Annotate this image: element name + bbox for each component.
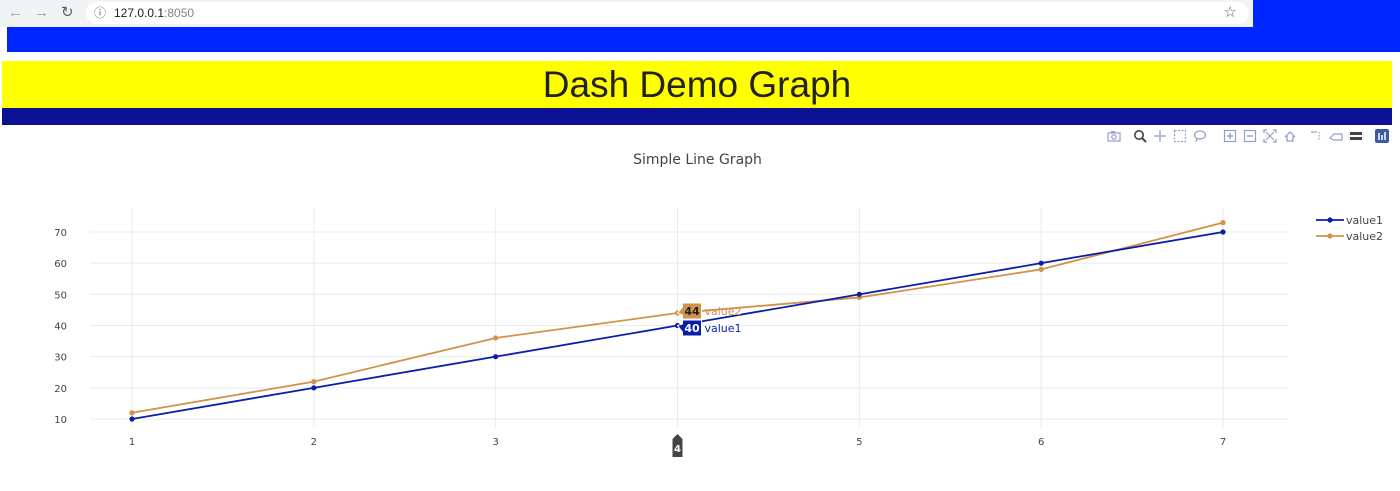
title-banner: Dash Demo Graph	[2, 61, 1392, 108]
autoscale-icon[interactable]	[1263, 129, 1277, 143]
zoom-in-icon[interactable]	[1223, 129, 1237, 143]
address-bar[interactable]: ⓘ 127.0.0.1:8050 ☆	[86, 2, 1249, 24]
hover-value: 40	[684, 322, 700, 335]
hover-compare-icon[interactable]	[1349, 129, 1363, 143]
x-tick-label: 1	[129, 437, 135, 448]
hover-series-name: value1	[705, 322, 742, 335]
x-tick-label: 3	[492, 437, 498, 448]
blue-top-bar	[7, 27, 1400, 52]
legend-label: value1	[1346, 214, 1383, 227]
reset-axes-icon[interactable]	[1283, 129, 1297, 143]
chart-title: Simple Line Graph	[633, 152, 762, 168]
data-point-value2[interactable]	[129, 410, 135, 416]
star-icon[interactable]: ☆	[1223, 4, 1237, 21]
y-tick-label: 30	[54, 353, 67, 364]
box-select-icon[interactable]	[1173, 129, 1187, 143]
site-info-icon[interactable]: ⓘ	[94, 6, 107, 20]
lasso-select-icon[interactable]	[1193, 129, 1207, 143]
hover-closest-icon[interactable]	[1329, 129, 1343, 143]
x-tick-label: 7	[1220, 437, 1226, 448]
camera-icon[interactable]	[1107, 129, 1121, 143]
data-point-value2[interactable]	[493, 335, 499, 341]
hover-labels: 44 value2 40 value1 4	[672, 302, 742, 457]
data-point-value1[interactable]	[856, 291, 862, 297]
x-tick-label: 6	[1038, 437, 1044, 448]
hover-label-value2: 44 value2	[676, 302, 742, 320]
data-point-value2[interactable]	[1220, 220, 1226, 226]
forward-arrow-icon[interactable]: →	[34, 4, 49, 21]
zoom-icon[interactable]	[1133, 129, 1147, 143]
plotly-logo-icon[interactable]	[1375, 129, 1389, 143]
y-tick-label: 70	[54, 228, 67, 239]
chart-legend: value1 value2	[1316, 214, 1383, 243]
data-point-value1[interactable]	[129, 416, 135, 422]
y-tick-label: 40	[54, 322, 67, 333]
hover-series-name: value2	[705, 305, 742, 318]
y-tick-label: 20	[54, 384, 67, 395]
data-point-value2[interactable]	[311, 379, 317, 385]
data-point-value1[interactable]	[1220, 229, 1226, 235]
zoom-out-icon[interactable]	[1243, 129, 1257, 143]
data-point-value2[interactable]	[1038, 266, 1044, 272]
pan-icon[interactable]	[1153, 129, 1167, 143]
y-axis-ticks: 10 20 30 40 50 60 70	[54, 228, 67, 426]
navy-divider-bar	[2, 108, 1392, 125]
y-tick-label: 50	[54, 290, 67, 301]
hover-x-value: 4	[674, 444, 681, 455]
x-tick-label: 2	[311, 437, 317, 448]
hover-label-value1: 40 value1	[676, 319, 742, 337]
legend-item-value2[interactable]: value2	[1316, 230, 1383, 243]
back-arrow-icon[interactable]: ←	[8, 4, 23, 21]
hover-x-label: 4	[672, 434, 683, 457]
page-title: Dash Demo Graph	[542, 64, 852, 105]
legend-label: value2	[1346, 230, 1383, 243]
data-point-value1[interactable]	[493, 354, 499, 360]
data-point-value1[interactable]	[1038, 260, 1044, 266]
browser-toolbar: ← → ↻ ⓘ 127.0.0.1:8050 ☆	[0, 0, 1253, 27]
reload-icon[interactable]: ↻	[61, 4, 74, 21]
url-text: 127.0.0.1:8050	[114, 6, 195, 20]
y-tick-label: 10	[54, 415, 67, 426]
spike-lines-icon[interactable]	[1309, 129, 1323, 143]
hover-value: 44	[684, 305, 700, 318]
top-right-blue-block	[1253, 0, 1400, 27]
data-point-value1[interactable]	[311, 385, 317, 391]
y-tick-label: 60	[54, 259, 67, 270]
legend-marker	[1327, 217, 1333, 223]
x-tick-label: 5	[856, 437, 862, 448]
x-axis-ticks: 1 2 3 5 6 7	[129, 437, 1226, 448]
legend-marker	[1327, 233, 1333, 239]
legend-item-value1[interactable]: value1	[1316, 214, 1383, 227]
